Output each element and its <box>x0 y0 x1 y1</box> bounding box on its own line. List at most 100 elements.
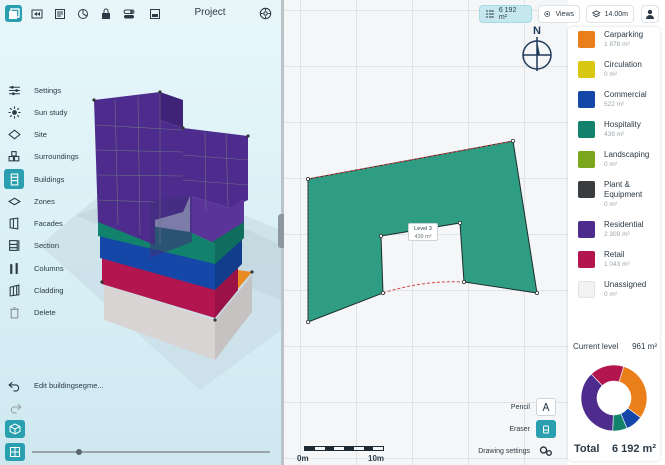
legend-swatch <box>578 251 595 268</box>
menu-site[interactable]: Site <box>4 124 47 144</box>
legend-item-landscaping[interactable]: Landscaping 0 m² <box>578 150 649 178</box>
level-height-button[interactable]: 14.00m <box>586 5 634 23</box>
gallery-icon <box>149 8 160 19</box>
legend-swatch <box>578 61 595 78</box>
legend-area: 522 m² <box>604 101 625 108</box>
legend-item-hospitality[interactable]: Hospitality 439 m² <box>578 120 641 148</box>
redo-button[interactable] <box>5 398 25 416</box>
menu-cladding[interactable]: Cladding <box>4 280 64 300</box>
gears-icon <box>539 446 552 456</box>
redo-icon <box>10 403 22 413</box>
legend-area: 0 m² <box>604 161 617 168</box>
project-title[interactable]: Project <box>194 7 226 18</box>
layers-button[interactable] <box>5 5 22 22</box>
legend-area: 0 m² <box>604 71 617 78</box>
toggle-icon <box>123 9 134 18</box>
chart-button[interactable] <box>74 5 91 22</box>
sliders-icon <box>8 85 20 95</box>
total-label: Total <box>574 443 600 455</box>
donut-slice-residential <box>580 373 614 432</box>
rewind-button[interactable] <box>28 5 45 22</box>
building-3d-model[interactable] <box>0 0 281 465</box>
legend-name: Carparking <box>604 30 644 39</box>
section-icon <box>8 239 19 251</box>
legend-item-retail[interactable]: Retail 1 043 m² <box>578 250 630 278</box>
site-icon <box>7 128 21 140</box>
rewind-icon <box>31 9 42 18</box>
legend-item-residential[interactable]: Residential 2 309 m² <box>578 220 644 248</box>
cubes-icon <box>8 150 19 161</box>
zoom-slider-thumb[interactable] <box>76 449 82 455</box>
menu-cladding-label: Cladding <box>34 285 64 295</box>
legend-item-plant[interactable]: Plant & Equipment 0 m² <box>578 180 642 208</box>
views-button[interactable]: Views <box>538 5 580 23</box>
facade-icon <box>9 216 18 230</box>
plan-view-button[interactable] <box>5 443 25 461</box>
menu-buildings[interactable]: Buildings <box>4 169 64 189</box>
lock-icon <box>101 8 110 19</box>
menu-columns-label: Columns <box>34 263 64 273</box>
pencil-label: Pencil <box>510 403 530 411</box>
legend-item-unassigned[interactable]: Unassigned 0 m² <box>578 280 646 308</box>
3d-view-button[interactable] <box>5 420 25 438</box>
toggle-button[interactable] <box>120 5 137 22</box>
lock-button[interactable] <box>97 5 114 22</box>
legend-item-circulation[interactable]: Circulation 0 m² <box>578 60 642 88</box>
svg-text:N: N <box>533 25 541 37</box>
legend-name: Unassigned <box>604 280 647 289</box>
legend-item-carparking[interactable]: Carparking 1 878 m² <box>578 30 643 58</box>
legend-name: Circulation <box>604 60 642 69</box>
area-donut-chart <box>580 364 648 432</box>
drawing-settings-label: Drawing settings <box>478 447 530 455</box>
menu-zones[interactable]: Zones <box>4 191 55 211</box>
legend-swatch <box>578 221 595 238</box>
menu-surroundings[interactable]: Surroundings <box>4 146 79 166</box>
total-row: Total 6 192 m² <box>574 443 656 455</box>
menu-settings-label: Settings <box>34 85 62 95</box>
sun-icon <box>8 106 20 118</box>
legend-swatch <box>578 31 595 48</box>
legend-item-commercial[interactable]: Commercial 522 m² <box>578 90 647 118</box>
pencil-tool[interactable]: Pencil <box>480 398 556 416</box>
columns-icon <box>9 262 18 274</box>
legend-name: Residential <box>604 220 644 229</box>
menu-sun-study[interactable]: Sun study <box>4 102 67 122</box>
layers-stack-icon <box>592 10 601 18</box>
eraser-tool[interactable]: Eraser <box>480 420 556 438</box>
floor-plan-shape[interactable] <box>284 0 568 465</box>
plan-viewport[interactable]: N Level 3 439 m² 0m 10m <box>284 0 568 465</box>
profile-button[interactable] <box>641 5 659 23</box>
gallery-button[interactable] <box>146 5 163 22</box>
legend-area: 1 043 m² <box>604 261 630 268</box>
current-level-label: Current level <box>573 342 619 351</box>
level-name: Level 3 <box>414 226 432 232</box>
legend-name: Plant & <box>604 180 630 189</box>
zoom-slider[interactable] <box>32 449 270 455</box>
legend-name: Commercial <box>604 90 647 99</box>
layers-icon <box>8 7 20 19</box>
undo-edit[interactable]: Edit buildingsegme... <box>4 375 104 395</box>
edit-building-segment-label: Edit buildingsegme... <box>34 380 104 390</box>
document-icon <box>54 8 65 19</box>
pencil-icon <box>542 402 550 412</box>
menu-settings[interactable]: Settings <box>4 80 61 100</box>
splitter-handle[interactable] <box>278 214 287 248</box>
drawing-settings-tool[interactable]: Drawing settings <box>478 442 556 460</box>
3d-viewport[interactable]: Project Sett <box>0 0 281 465</box>
document-button[interactable] <box>51 5 68 22</box>
level-label-tag: Level 3 439 m² <box>408 223 438 241</box>
legend-area: 439 m² <box>604 131 625 138</box>
total-area-value: 6 192 m² <box>498 7 517 21</box>
legend-swatch <box>578 91 595 108</box>
eraser-label: Eraser <box>509 425 530 433</box>
top-toolbar: Project <box>0 0 281 27</box>
menu-facades[interactable]: Facades <box>4 213 63 233</box>
menu-section[interactable]: Section <box>4 235 59 255</box>
menu-delete[interactable]: Delete <box>4 302 56 322</box>
user-icon <box>646 9 654 19</box>
menu-columns[interactable]: Columns <box>4 258 64 278</box>
trash-icon <box>9 306 19 318</box>
area-summary-button[interactable]: 6 192 m² <box>479 5 532 23</box>
views-label: Views <box>555 10 574 18</box>
settings-gear-button[interactable] <box>257 5 274 22</box>
